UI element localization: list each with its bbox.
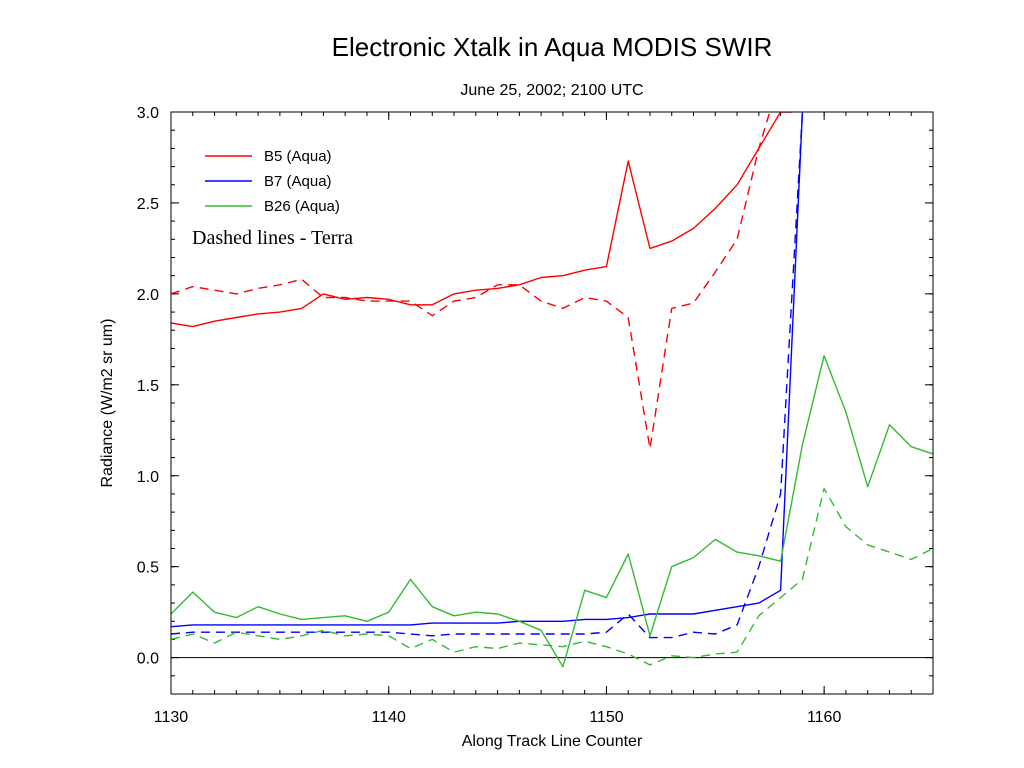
y-tick-label: 3.0 [137,105,159,122]
legend-label: B5 (Aqua) [264,148,332,165]
terra-annotation: Dashed lines - Terra [192,227,353,249]
y-tick-label: 0.0 [137,651,159,668]
x-tick-labels: 1130 1140 1150 1160 [154,709,842,726]
y-tick-label: 2.0 [137,287,159,304]
series-line-b7-aqua [171,112,804,628]
series-group [171,112,933,668]
y-tick-label: 1.5 [137,378,159,395]
series-line-b7-terra [171,112,804,639]
legend-label: B7 (Aqua) [264,173,332,190]
y-tick-label: 1.0 [137,469,159,486]
y-tick-labels: 0.0 0.5 1.0 1.5 2.0 2.5 3.0 [137,105,159,668]
series-line-b26-aqua [171,355,933,668]
chart-title: Electronic Xtalk in Aqua MODIS SWIR [332,32,773,62]
y-tick-label: 2.5 [137,196,159,213]
legend-label: B26 (Aqua) [264,198,340,215]
x-tick-label: 1160 [807,709,842,726]
plot-frame [170,111,934,695]
x-tick-label: 1150 [589,709,624,726]
series-line-b5-aqua [171,112,792,328]
series-line-b5-terra [171,112,771,450]
legend: B5 (Aqua) B7 (Aqua) B26 (Aqua) [205,148,340,215]
chart-subtitle: June 25, 2002; 2100 UTC [460,82,643,99]
y-tick-label: 0.5 [137,560,159,577]
y-axis-label: Radiance (W/m2 sr um) [99,319,116,488]
x-axis-label: Along Track Line Counter [462,733,643,750]
x-tick-label: 1140 [372,709,407,726]
series-line-b26-terra [171,487,933,666]
x-tick-label: 1130 [154,709,189,726]
